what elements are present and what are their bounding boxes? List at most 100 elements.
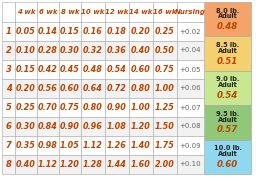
- Text: 8.0 lb.: 8.0 lb.: [216, 8, 239, 14]
- Text: +0.08: +0.08: [180, 124, 201, 130]
- Bar: [177, 79, 204, 98]
- Text: 0.96: 0.96: [83, 122, 103, 131]
- Bar: [81, 117, 105, 136]
- Text: 0.90: 0.90: [107, 103, 127, 112]
- Text: 0.60: 0.60: [60, 84, 80, 93]
- Text: 1.40: 1.40: [131, 141, 151, 150]
- Bar: [15, 79, 37, 98]
- Bar: [37, 60, 59, 79]
- Bar: [59, 98, 81, 117]
- Text: 0.56: 0.56: [38, 84, 58, 93]
- Text: 0.64: 0.64: [83, 84, 103, 93]
- Bar: [2, 22, 15, 41]
- Bar: [59, 2, 81, 22]
- Bar: [177, 41, 204, 60]
- Bar: [81, 98, 105, 117]
- Bar: [15, 98, 37, 117]
- Text: 0.18: 0.18: [107, 27, 127, 36]
- Text: Adult: Adult: [218, 13, 238, 19]
- Text: 14 wk: 14 wk: [129, 9, 153, 15]
- Bar: [81, 136, 105, 155]
- Bar: [37, 2, 59, 22]
- Text: 0.60: 0.60: [131, 65, 151, 74]
- Bar: [59, 79, 81, 98]
- Bar: [15, 136, 37, 155]
- Bar: [105, 22, 129, 41]
- Text: 0.80: 0.80: [131, 84, 151, 93]
- Text: 0.57: 0.57: [217, 126, 238, 134]
- Bar: [153, 79, 177, 98]
- Bar: [15, 60, 37, 79]
- Text: 0.40: 0.40: [131, 46, 151, 55]
- Text: +0.05: +0.05: [180, 67, 201, 73]
- Bar: [129, 22, 153, 41]
- Text: 0.70: 0.70: [38, 103, 58, 112]
- Bar: [129, 2, 153, 22]
- Text: 0.48: 0.48: [217, 22, 238, 31]
- Bar: [105, 60, 129, 79]
- Text: 1.26: 1.26: [107, 141, 127, 150]
- Text: 0.98: 0.98: [38, 141, 58, 150]
- Bar: [153, 155, 177, 174]
- Bar: [15, 155, 37, 174]
- Text: 0.25: 0.25: [155, 27, 175, 36]
- Text: 8.5 lb.: 8.5 lb.: [216, 42, 239, 48]
- Text: 4: 4: [5, 84, 11, 93]
- Bar: [153, 41, 177, 60]
- Text: 0.48: 0.48: [83, 65, 103, 74]
- Bar: [177, 2, 204, 22]
- Text: 4 wk: 4 wk: [17, 9, 35, 15]
- Bar: [153, 136, 177, 155]
- Bar: [204, 105, 251, 140]
- Bar: [2, 41, 15, 60]
- Text: 1.20: 1.20: [131, 122, 151, 131]
- Bar: [129, 117, 153, 136]
- Text: 10 wk: 10 wk: [81, 9, 105, 15]
- Text: 2: 2: [5, 46, 11, 55]
- Bar: [177, 155, 204, 174]
- Text: 0.51: 0.51: [217, 57, 238, 66]
- Bar: [37, 79, 59, 98]
- Text: 0.54: 0.54: [217, 91, 238, 100]
- Text: 1: 1: [5, 27, 11, 36]
- Text: 0.15: 0.15: [16, 65, 36, 74]
- Text: 6: 6: [5, 122, 11, 131]
- Text: 2.00: 2.00: [155, 160, 175, 169]
- Text: 1.60: 1.60: [131, 160, 151, 169]
- Bar: [129, 79, 153, 98]
- Bar: [177, 98, 204, 117]
- Text: Adult: Adult: [218, 117, 238, 123]
- Text: 1.44: 1.44: [107, 160, 127, 169]
- Text: +0.09: +0.09: [180, 143, 201, 148]
- Bar: [105, 41, 129, 60]
- Text: 0.30: 0.30: [16, 122, 36, 131]
- Text: 1.00: 1.00: [155, 84, 175, 93]
- Text: 1.05: 1.05: [60, 141, 80, 150]
- Text: 0.90: 0.90: [60, 122, 80, 131]
- Text: +0.06: +0.06: [180, 86, 201, 92]
- Text: Nursing: Nursing: [175, 9, 206, 15]
- Text: 10.0 lb.: 10.0 lb.: [213, 145, 241, 151]
- Text: 0.25: 0.25: [16, 103, 36, 112]
- Bar: [105, 117, 129, 136]
- Text: 0.36: 0.36: [107, 46, 127, 55]
- Text: 7: 7: [5, 141, 11, 150]
- Bar: [153, 2, 177, 22]
- Text: +0.10: +0.10: [180, 161, 201, 167]
- Bar: [81, 60, 105, 79]
- Text: 0.20: 0.20: [16, 84, 36, 93]
- Text: 1.20: 1.20: [60, 160, 80, 169]
- Bar: [153, 22, 177, 41]
- Bar: [15, 117, 37, 136]
- Text: 0.72: 0.72: [107, 84, 127, 93]
- Bar: [37, 98, 59, 117]
- Bar: [153, 98, 177, 117]
- Bar: [81, 22, 105, 41]
- Text: 0.32: 0.32: [83, 46, 103, 55]
- Text: 0.05: 0.05: [16, 27, 36, 36]
- Text: 12 wk: 12 wk: [105, 9, 129, 15]
- Bar: [153, 60, 177, 79]
- Bar: [2, 136, 15, 155]
- Text: +0.02: +0.02: [180, 29, 201, 35]
- Text: 8: 8: [5, 160, 11, 169]
